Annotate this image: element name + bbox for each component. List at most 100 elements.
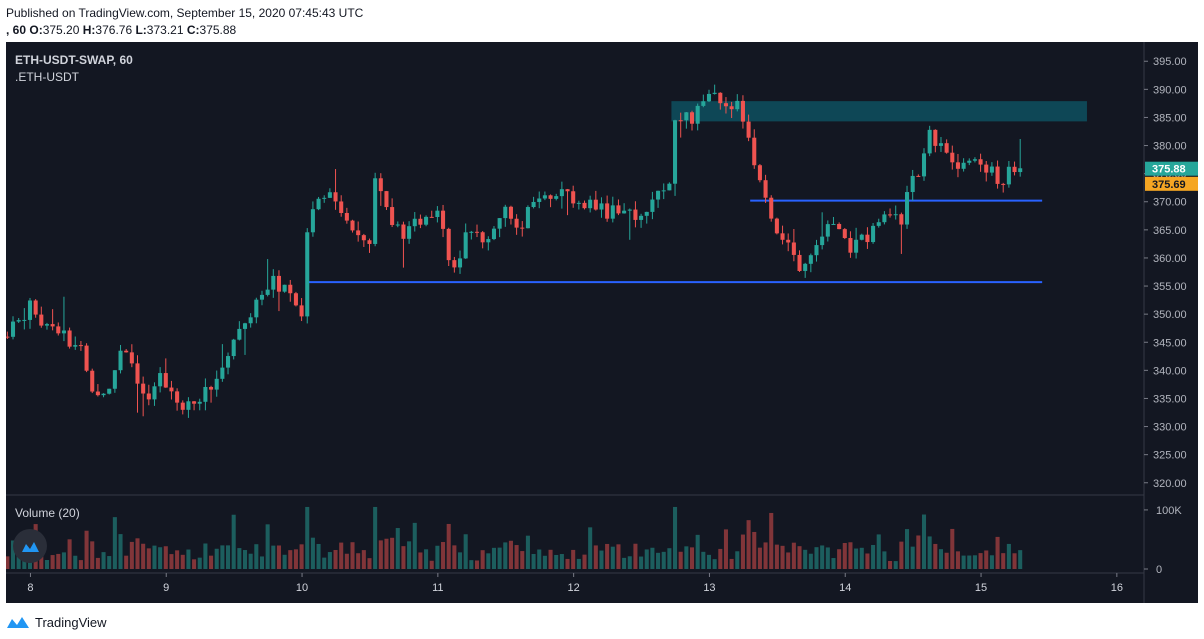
volume-bar — [514, 545, 519, 569]
candle-body — [667, 183, 672, 191]
time-tick-label: 8 — [27, 582, 33, 594]
volume-bar — [486, 553, 491, 569]
chart-frame[interactable]: 320.00 325.00 330.00 335.00 340.00 345.00 350.… — [6, 42, 1198, 603]
candle-body — [344, 212, 349, 221]
candle-body — [316, 198, 321, 210]
candle-body — [271, 275, 276, 290]
volume-bar — [322, 557, 327, 569]
resistance-zone[interactable] — [671, 101, 1087, 122]
volume-bar — [367, 558, 372, 569]
volume-bar — [107, 556, 112, 569]
volume-bar — [531, 553, 536, 569]
high-value: 376.76 — [95, 23, 133, 37]
volume-bar — [814, 547, 819, 569]
volume-bar — [972, 555, 977, 569]
candle-body — [39, 314, 44, 326]
footer-brand[interactable]: TradingView — [6, 612, 107, 632]
volume-bar — [627, 556, 632, 569]
volume-bar — [599, 550, 604, 569]
chart-canvas[interactable]: 320.00 325.00 330.00 335.00 340.00 345.00 350.… — [6, 42, 1198, 603]
volume-legend[interactable]: Volume (20) — [15, 506, 80, 520]
volume-bar — [650, 547, 655, 569]
candle-body — [582, 202, 587, 209]
candle-body — [706, 93, 712, 102]
volume-bar — [480, 550, 485, 569]
candle-body — [514, 218, 519, 228]
candle-body — [984, 164, 989, 173]
volume-bar — [503, 542, 508, 569]
candle-body — [752, 137, 757, 166]
volume-bar — [163, 546, 168, 569]
volume-bar — [271, 545, 276, 569]
volume-bar — [424, 549, 429, 569]
candle-body — [684, 112, 689, 121]
candle-body — [237, 328, 242, 340]
volume-bar — [463, 534, 468, 569]
volume-bar — [412, 522, 417, 569]
candle-body — [955, 162, 960, 169]
volume-bar — [457, 552, 463, 569]
ohlc-readout: , 60 O:375.20 H:376.76 L:373.21 C:375.88 — [6, 23, 236, 37]
volume-bar — [888, 560, 893, 569]
time-tick-label: 12 — [568, 582, 580, 594]
candle-body — [158, 373, 163, 387]
candle-body — [503, 206, 508, 219]
volume-bar — [6, 556, 10, 569]
candle-body — [565, 189, 570, 192]
candle-body — [695, 105, 700, 124]
candle-body — [938, 143, 944, 146]
volume-bar — [22, 557, 27, 569]
volume-bar — [837, 549, 842, 569]
volume-bar — [706, 554, 712, 569]
volume-bar — [520, 551, 525, 569]
candle-body — [622, 210, 627, 214]
candle-body — [446, 228, 451, 261]
candle-body — [910, 175, 915, 193]
candle-body — [373, 178, 378, 244]
candle-body — [50, 324, 55, 327]
volume-bar — [661, 551, 666, 569]
volume-bar — [197, 557, 202, 569]
volume-bar — [769, 512, 774, 569]
candle-body — [209, 386, 214, 390]
volume-bar — [565, 558, 570, 569]
volume-bar — [825, 547, 830, 569]
candle-body — [129, 352, 134, 364]
volume-bar — [910, 546, 915, 569]
candle-body — [814, 245, 819, 256]
tradingview-badge[interactable] — [13, 529, 47, 563]
candle-body — [791, 242, 796, 255]
candle-body — [378, 178, 383, 192]
volume-bar — [418, 552, 423, 569]
volume-bar — [305, 506, 310, 569]
price-tick-label: 320.00 — [1153, 478, 1187, 490]
tradingview-brand-label: TradingView — [35, 614, 107, 630]
volume-bar — [938, 549, 944, 569]
candle-body — [548, 195, 553, 199]
volume-bar — [158, 547, 163, 569]
volume-bar — [44, 559, 49, 569]
candle-body — [90, 370, 95, 392]
volume-tick-label: 0 — [1156, 564, 1162, 576]
volume-bar — [576, 558, 581, 569]
volume-bar — [1012, 553, 1017, 569]
candle-body — [56, 326, 61, 334]
volume-bar — [118, 534, 123, 569]
candle-body — [95, 391, 100, 396]
volume-bar — [474, 560, 480, 569]
candle-body — [746, 121, 751, 138]
candle-body — [757, 165, 762, 181]
volume-bar — [978, 553, 983, 569]
candle-body — [226, 356, 231, 368]
candle-body — [441, 210, 446, 229]
volume-bar — [84, 530, 89, 569]
candle-body — [339, 201, 344, 213]
volume-bar — [746, 520, 751, 569]
price-tick-label: 350.00 — [1153, 309, 1187, 321]
candle-body — [723, 103, 728, 107]
price-tick-label: 345.00 — [1153, 337, 1187, 349]
volume-bar — [831, 558, 836, 569]
candle-body — [921, 153, 927, 177]
symbol-legend[interactable]: ETH-USDT-SWAP, 60 — [15, 53, 133, 67]
candle-body — [124, 350, 129, 353]
